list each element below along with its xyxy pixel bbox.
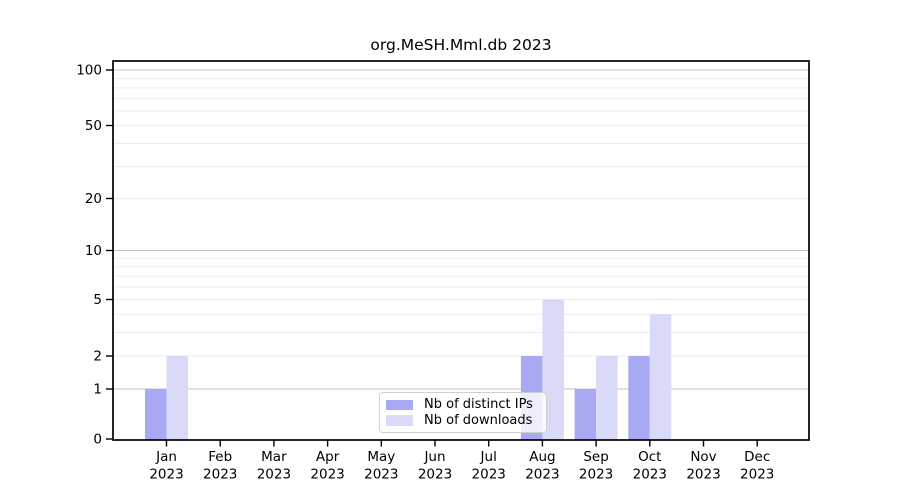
x-tick-label-year-oct: 2023 bbox=[633, 467, 667, 483]
bar-sep-downloads bbox=[596, 356, 618, 440]
x-tick-label-year-apr: 2023 bbox=[310, 467, 344, 483]
y-tick-label-10: 10 bbox=[85, 243, 102, 259]
x-tick-label-year-may: 2023 bbox=[364, 467, 398, 483]
y-tick-label-1: 1 bbox=[93, 382, 102, 398]
x-tick-label-month-apr: Apr bbox=[316, 449, 340, 465]
bar-sep-distinct-ips bbox=[574, 389, 597, 440]
x-tick-label-month-mar: Mar bbox=[261, 449, 287, 465]
bar-oct-distinct-ips bbox=[628, 356, 650, 440]
legend-row-distinct-ips: Nb of distinct IPs bbox=[386, 397, 538, 413]
legend-swatch-distinct-ips bbox=[386, 399, 413, 410]
legend: Nb of distinct IPs Nb of downloads bbox=[379, 392, 547, 433]
x-tick-label-year-jan: 2023 bbox=[149, 467, 183, 483]
x-tick-label-year-sep: 2023 bbox=[579, 467, 613, 483]
legend-swatch-downloads bbox=[386, 415, 413, 426]
x-tick-label-year-feb: 2023 bbox=[203, 467, 237, 483]
y-tick-label-5: 5 bbox=[93, 292, 102, 308]
y-tick-label-2: 2 bbox=[93, 349, 102, 365]
y-tick-label-20: 20 bbox=[85, 191, 102, 207]
x-tick-label-month-feb: Feb bbox=[208, 449, 232, 465]
x-tick-label-month-nov: Nov bbox=[690, 449, 716, 465]
x-tick-label-month-may: May bbox=[367, 449, 395, 465]
bar-aug-downloads bbox=[542, 299, 564, 440]
x-tick-label-year-dec: 2023 bbox=[740, 467, 774, 483]
y-tick-label-50: 50 bbox=[85, 118, 102, 134]
y-tick-label-100: 100 bbox=[76, 63, 102, 79]
x-tick-label-month-dec: Dec bbox=[744, 449, 770, 465]
x-tick-label-month-oct: Oct bbox=[638, 449, 661, 465]
x-tick-label-year-mar: 2023 bbox=[257, 467, 291, 483]
x-tick-label-month-sep: Sep bbox=[583, 449, 608, 465]
x-tick-label-month-aug: Aug bbox=[529, 449, 555, 465]
chart-title: org.MeSH.Mml.db 2023 bbox=[370, 36, 552, 54]
x-tick-label-year-nov: 2023 bbox=[686, 467, 720, 483]
bar-oct-downloads bbox=[649, 314, 672, 440]
bar-jan-distinct-ips bbox=[145, 389, 167, 440]
legend-label-distinct-ips: Nb of distinct IPs bbox=[424, 397, 533, 413]
x-tick-label-month-jan: Jan bbox=[155, 449, 177, 465]
legend-label-downloads: Nb of downloads bbox=[424, 412, 533, 428]
x-tick-label-year-jun: 2023 bbox=[418, 467, 452, 483]
legend-row-downloads: Nb of downloads bbox=[386, 413, 538, 429]
x-tick-label-year-jul: 2023 bbox=[472, 467, 506, 483]
x-tick-label-month-jun: Jun bbox=[423, 449, 445, 465]
x-tick-label-year-aug: 2023 bbox=[525, 467, 559, 483]
x-tick-label-month-jul: Jul bbox=[480, 449, 497, 465]
y-tick-label-0: 0 bbox=[93, 432, 102, 448]
bar-jan-downloads bbox=[166, 356, 188, 440]
